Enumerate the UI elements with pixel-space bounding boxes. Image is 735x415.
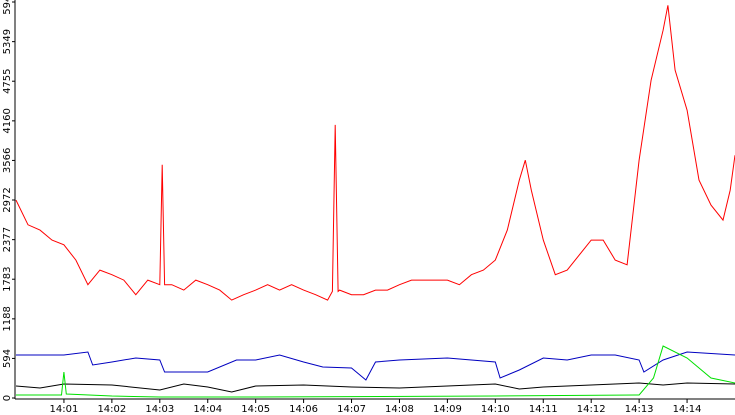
- x-tick-label: 14:06: [289, 404, 318, 415]
- x-tick-label: 14:14: [673, 404, 702, 415]
- x-tick-label: 14:10: [481, 404, 510, 415]
- y-tick-label: 2972: [2, 187, 13, 212]
- x-tick-label: 14:09: [433, 404, 462, 415]
- y-tick-label: 1188: [2, 306, 13, 331]
- series-line: [15, 382, 735, 393]
- y-tick-label: 2377: [2, 227, 13, 252]
- x-tick-label: 14:05: [241, 404, 270, 415]
- y-tick-label: 594: [2, 349, 13, 368]
- x-tick-label: 14:11: [529, 404, 558, 415]
- y-tick-label: 4160: [2, 108, 13, 133]
- x-tick-label: 14:12: [577, 404, 606, 415]
- x-tick-label: 14:03: [145, 404, 174, 415]
- series-line: [16, 345, 735, 398]
- x-tick-label: 14:08: [385, 404, 414, 415]
- x-tick-label: 14:13: [625, 404, 654, 415]
- y-tick-label: 5349: [2, 29, 13, 54]
- x-tick-label: 14:07: [337, 404, 366, 415]
- x-tick-label: 14:02: [97, 404, 126, 415]
- y-tick-label: 1783: [2, 266, 13, 291]
- series-line: [16, 351, 735, 381]
- y-tick-label: 4755: [2, 68, 13, 93]
- x-tick-label: 14:01: [50, 404, 79, 415]
- series-line: [15, 5, 735, 301]
- y-tick-label: 0: [2, 395, 13, 401]
- y-tick-label: 5944: [2, 0, 13, 15]
- y-tick-label: 3566: [2, 148, 13, 173]
- x-tick-label: 14:04: [193, 404, 222, 415]
